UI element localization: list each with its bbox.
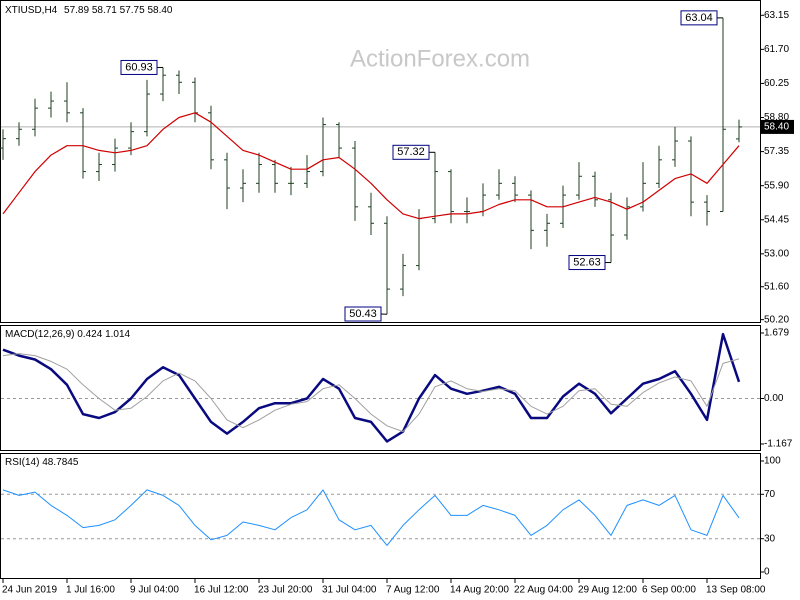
annotation-box	[120, 59, 158, 75]
x-tick-label: 29 Aug 12:00	[578, 585, 637, 596]
macd-signal-last: 1.014	[105, 329, 130, 340]
watermark: ActionForex.com	[350, 45, 530, 72]
annotation-box	[680, 10, 718, 26]
annotation: 60.93	[125, 61, 153, 73]
macd-main-last: 0.424	[77, 329, 102, 340]
annotation-box	[344, 306, 382, 322]
price-tag: 58.40	[764, 122, 789, 133]
y-tick-label: 0.00	[764, 393, 784, 404]
series-line	[2, 112, 740, 220]
series-line	[2, 489, 740, 546]
y-tick-label: 100	[764, 456, 781, 467]
rsi-panel	[0, 453, 761, 579]
price-tag-box	[760, 119, 794, 134]
series-line	[2, 353, 740, 433]
macd-title: MACD(12,26,9) 0.424 1.014	[5, 329, 131, 340]
annotation: 52.63	[573, 256, 601, 268]
y-tick-label: 55.90	[764, 180, 789, 191]
y-tick-label: 63.15	[764, 10, 789, 21]
y-tick-label: 61.70	[764, 44, 789, 55]
x-tick-label: 23 Jul 20:00	[258, 585, 313, 596]
last-low: 57.75	[120, 5, 145, 16]
x-tick-label: 22 Aug 04:00	[514, 585, 573, 596]
header: XTIUSD,H4 57.89 58.71 57.75 58.40	[5, 5, 173, 16]
x-tick-label: 24 Jun 2019	[2, 585, 57, 596]
x-tick-label: 13 Sep 08:00	[706, 585, 766, 596]
y-tick-label: 1.679	[764, 328, 789, 339]
last-open: 57.89	[64, 5, 89, 16]
annotation: 50.43	[349, 308, 377, 320]
series-line	[2, 332, 741, 443]
last-close: 58.40	[147, 5, 172, 16]
annotation: 57.32	[397, 146, 425, 158]
x-tick-label: 31 Jul 04:00	[322, 585, 377, 596]
x-tick-label: 16 Jul 12:00	[194, 585, 249, 596]
price-panel	[0, 0, 761, 323]
last-high: 58.71	[92, 5, 117, 16]
annotation: 63.04	[685, 12, 713, 24]
y-tick-label: 60.25	[764, 78, 789, 89]
rsi-title: RSI(14) 48.7845	[5, 457, 79, 468]
annotation-box	[568, 255, 606, 271]
annotation-box	[392, 144, 430, 160]
y-tick-label: 54.45	[764, 214, 789, 225]
rsi-last: 48.7845	[42, 457, 79, 468]
x-tick-label: 6 Sep 00:00	[642, 585, 696, 596]
y-tick-label: 0	[764, 567, 770, 578]
y-tick-label: 51.60	[764, 281, 789, 292]
macd-panel	[0, 325, 761, 451]
y-tick-label: -1.167	[764, 439, 793, 450]
symbol: XTIUSD,H4	[5, 5, 58, 16]
y-tick-label: 70	[764, 489, 776, 500]
macd-name: MACD(12,26,9)	[5, 329, 74, 340]
y-tick-label: 50.20	[764, 314, 789, 325]
y-tick-label: 58.80	[764, 112, 789, 123]
rsi-name: RSI(14)	[5, 457, 39, 468]
x-tick-label: 1 Jul 16:00	[66, 585, 115, 596]
y-tick-label: 57.35	[764, 146, 789, 157]
x-tick-label: 7 Aug 12:00	[386, 585, 440, 596]
y-tick-label: 53.00	[764, 248, 789, 259]
x-tick-label: 9 Jul 04:00	[130, 585, 179, 596]
x-tick-label: 14 Aug 20:00	[450, 585, 509, 596]
y-tick-label: 30	[764, 533, 776, 544]
